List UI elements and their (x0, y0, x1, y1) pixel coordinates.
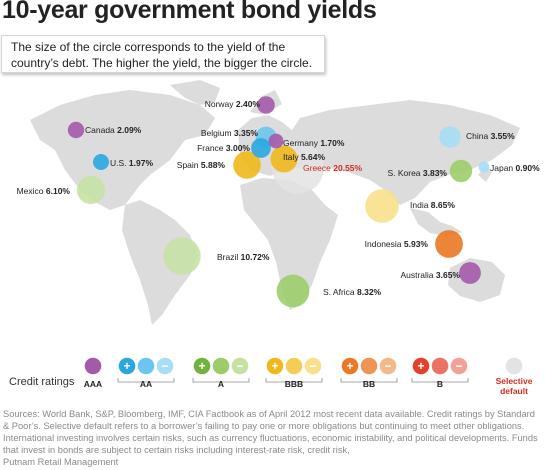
label-norway: Norway 2.40% (205, 99, 261, 109)
legend-swatch-aaa (84, 357, 102, 375)
label-japan: Japan 0.90% (490, 163, 540, 173)
legend-symbol-a-0: + (198, 359, 205, 373)
label-india: India 8.65% (410, 200, 455, 210)
legend-swatch-aa-0 (118, 357, 136, 375)
legend-name-selective-default: Selective default (495, 376, 533, 396)
bubble-labels-layer: Norway 2.40% Canada 2.09% U.S. 1.97% Belgiu… (17, 99, 540, 297)
label-s-korea: S. Korea 3.83% (387, 168, 447, 178)
label-brazil: Brazil 10.72% (217, 252, 270, 262)
bubble-china (439, 126, 461, 148)
sources-body: Sources: World Bank, S&P, Bloomberg, IMF… (3, 409, 538, 455)
label-s-africa: S. Africa 8.32% (323, 287, 382, 297)
bubble-map: Norway 2.40% Canada 2.09% U.S. 1.97% Belgiu… (17, 80, 540, 383)
label-france: France 3.00% (197, 143, 250, 153)
legend-symbol-b-2: − (455, 359, 462, 373)
bubble-germany (268, 133, 284, 149)
legend-swatch-b-0 (412, 357, 430, 375)
legend-bracket-a (192, 378, 250, 383)
legend-swatch-bb-0 (341, 357, 359, 375)
sources-text: Sources: World Bank, S&P, Bloomberg, IMF… (3, 408, 543, 468)
bubble-s-africa (276, 274, 310, 308)
chart-title: 10-year government bond yields (2, 0, 377, 24)
bubble-brazil (163, 237, 201, 275)
legend-symbol-bbb-2: − (309, 359, 316, 373)
legend-symbol-bb-0: + (346, 359, 353, 373)
legend-name-bbb: BBB (284, 379, 304, 389)
legend-symbol-bb-2: − (384, 359, 391, 373)
legend-swatch-selective-default (505, 357, 523, 375)
label-germany: Germany 1.70% (283, 138, 345, 148)
legend-swatch-bbb-2 (304, 357, 322, 375)
label-italy: Italy 5.64% (283, 152, 325, 162)
legend-bracket-bbb (265, 378, 323, 383)
legend-swatch-a-0 (193, 357, 211, 375)
bubble-spain (233, 151, 261, 179)
bubble-italy (270, 145, 298, 173)
label-spain: Spain 5.88% (177, 160, 226, 170)
label-mexico: Mexico 6.10% (17, 186, 71, 196)
legend-name-bb: BB (362, 379, 376, 389)
legend-name-aa: AA (139, 379, 153, 389)
bubble-s-korea (449, 159, 473, 183)
legend-swatch-bbb-0 (266, 357, 284, 375)
legend-swatch-aa-2 (156, 357, 174, 375)
legend-swatch-bbb-1 (285, 357, 303, 375)
bubble-indonesia (435, 230, 463, 258)
bubble-india (365, 189, 399, 223)
legend-swatch-b-1 (431, 357, 449, 375)
legend-name-b: B (436, 379, 444, 389)
bubble-norway (257, 96, 275, 114)
legend-symbol-aa-0: + (123, 359, 130, 373)
bubble-australia (459, 262, 481, 284)
label-canada: Canada 2.09% (85, 125, 142, 135)
legend-name-a: A (217, 379, 225, 389)
label-china: China 3.55% (466, 131, 515, 141)
legend-swatch-a-2 (231, 357, 249, 375)
label-belgium: Belgium 3.35% (201, 128, 259, 138)
label-australia: Australia 3.65% (400, 270, 460, 280)
legend-symbol-aa-2: − (161, 359, 168, 373)
legend-bracket-aa (117, 378, 175, 383)
credit-ratings-label: Credit ratings (9, 376, 75, 388)
bubbles-layer (67, 96, 490, 308)
legend-swatch-bb-2 (379, 357, 397, 375)
legend-bracket-bb (340, 378, 398, 383)
bubble-canada (67, 121, 85, 139)
legend-swatch-aa-1 (137, 357, 155, 375)
sources-tail: Putnam Retail Management (3, 457, 119, 467)
bubble-mexico (76, 175, 106, 205)
legend-swatch-b-2 (450, 357, 468, 375)
world-map (30, 80, 520, 325)
legend-symbol-a-2: − (236, 359, 243, 373)
label-greece: Greece 20.55% (303, 163, 363, 173)
label-u-s: U.S. 1.97% (110, 158, 153, 168)
legend-symbol-bbb-0: + (271, 359, 278, 373)
legend-bracket-b (411, 378, 469, 383)
bubble-france (251, 138, 271, 158)
label-indonesia: Indonesia 5.93% (365, 239, 429, 249)
legend-name-aaa: AAA (83, 379, 103, 389)
legend-swatches: + − + − + − + − + − (84, 357, 523, 383)
legend-symbol-b-0: + (417, 359, 424, 373)
legend-swatch-bb-1 (360, 357, 378, 375)
bubble-u-s (93, 154, 109, 170)
bubble-japan (478, 161, 490, 173)
legend-swatch-a-1 (212, 357, 230, 375)
chart-subtitle: The size of the circle corresponds to th… (1, 35, 325, 73)
